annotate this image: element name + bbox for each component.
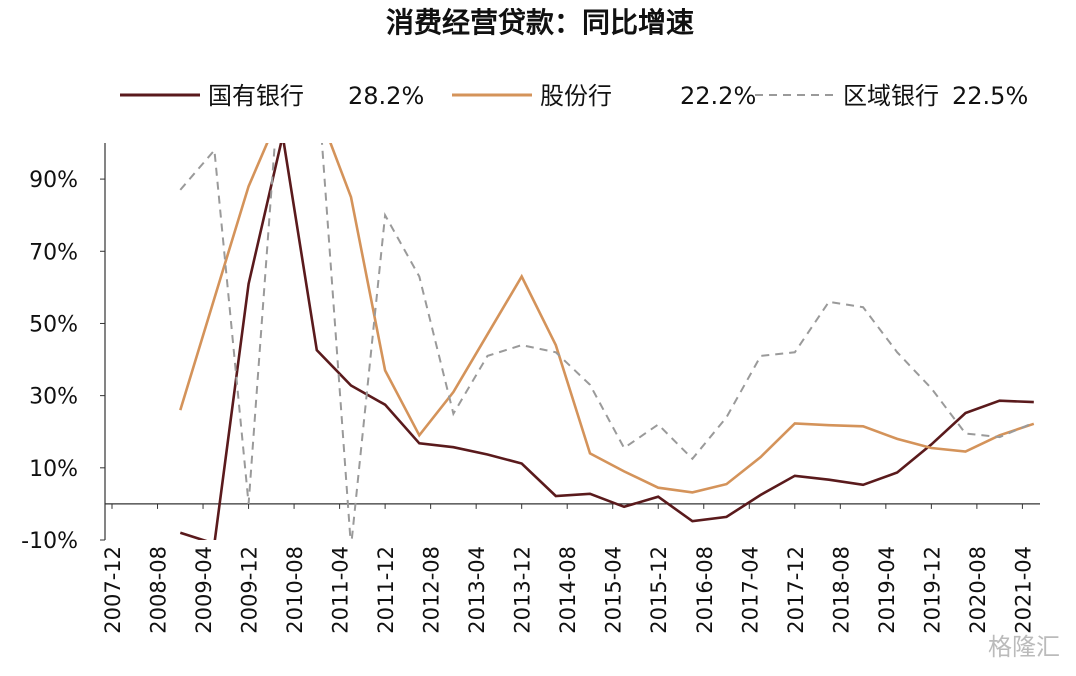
x-tick-label: 2009-12 xyxy=(238,546,262,634)
y-tick-label: -10% xyxy=(21,529,78,554)
x-tick-label: 2021-04 xyxy=(1011,546,1035,634)
legend-value: 22.2% xyxy=(680,82,756,110)
x-tick-label: 2012-08 xyxy=(420,546,444,634)
legend-label: 区域银行 xyxy=(843,82,939,110)
y-tick-label: 50% xyxy=(29,312,78,337)
legend-label: 股份行 xyxy=(540,82,612,110)
x-tick-label: 2020-08 xyxy=(966,546,990,634)
y-tick-label: 10% xyxy=(29,457,78,482)
x-tick-label: 2017-12 xyxy=(784,546,808,634)
x-tick-label: 2009-04 xyxy=(192,546,216,634)
x-tick-label: 2019-12 xyxy=(920,546,944,634)
series-line xyxy=(179,143,1035,540)
x-tick-label: 2016-08 xyxy=(693,546,717,634)
x-tick-label: 2019-04 xyxy=(875,546,899,634)
x-tick-label: 2017-04 xyxy=(738,546,762,634)
x-tick-label: 2015-04 xyxy=(602,546,626,634)
plot-area xyxy=(179,143,1035,540)
x-tick-label: 2015-12 xyxy=(647,546,671,634)
watermark: 格隆汇 xyxy=(988,633,1060,661)
x-tick-label: 2018-08 xyxy=(829,546,853,634)
y-tick-label: 30% xyxy=(29,385,78,410)
x-tick-label: 2010-08 xyxy=(283,546,307,634)
legend-value: 28.2% xyxy=(348,82,424,110)
x-tick-label: 2008-08 xyxy=(147,546,171,634)
x-tick-label: 2013-12 xyxy=(511,546,535,634)
y-tick-label: 70% xyxy=(29,240,78,265)
x-tick-label: 2011-04 xyxy=(329,546,353,634)
series-line xyxy=(179,143,1035,494)
x-tick-label: 2013-04 xyxy=(465,546,489,634)
legend-label: 国有银行 xyxy=(208,82,304,110)
chart-title: 消费经营贷款：同比增速 xyxy=(386,6,694,39)
legend-value: 22.5% xyxy=(952,82,1028,110)
x-tick-label: 2014-08 xyxy=(556,546,580,634)
x-tick-label: 2011-12 xyxy=(374,546,398,634)
y-tick-label: 90% xyxy=(29,168,78,193)
series-line xyxy=(179,143,1034,540)
x-tick-label: 2007-12 xyxy=(101,546,125,634)
